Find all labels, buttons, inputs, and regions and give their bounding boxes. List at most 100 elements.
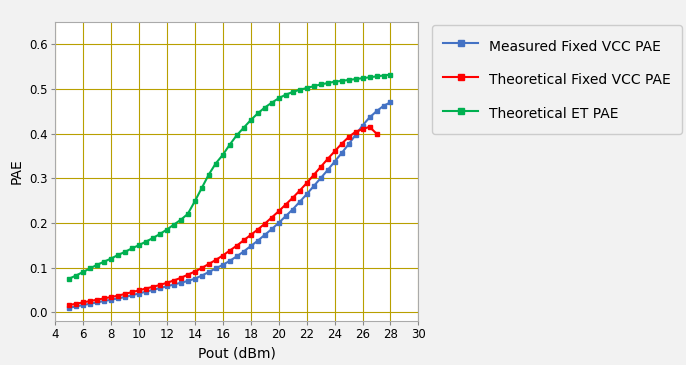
Measured Fixed VCC PAE xyxy=(163,284,171,289)
Theoretical ET PAE xyxy=(72,273,80,278)
Theoretical ET PAE xyxy=(93,263,101,267)
Theoretical ET PAE xyxy=(191,199,199,204)
Theoretical ET PAE xyxy=(261,105,269,110)
Theoretical Fixed VCC PAE xyxy=(156,283,164,287)
Theoretical ET PAE xyxy=(254,111,262,116)
Measured Fixed VCC PAE xyxy=(211,266,220,271)
Theoretical ET PAE xyxy=(239,126,248,130)
Theoretical ET PAE xyxy=(79,270,87,274)
Theoretical ET PAE xyxy=(344,78,353,82)
Theoretical ET PAE xyxy=(233,133,241,138)
Theoretical ET PAE xyxy=(198,186,206,190)
Theoretical Fixed VCC PAE xyxy=(268,215,276,220)
Measured Fixed VCC PAE xyxy=(289,207,297,212)
Theoretical Fixed VCC PAE xyxy=(351,130,359,134)
Theoretical Fixed VCC PAE xyxy=(169,278,178,283)
Theoretical Fixed VCC PAE xyxy=(366,125,374,129)
Theoretical ET PAE xyxy=(379,73,388,78)
Theoretical Fixed VCC PAE xyxy=(184,273,192,277)
Theoretical Fixed VCC PAE xyxy=(198,266,206,270)
Measured Fixed VCC PAE xyxy=(114,296,122,301)
Theoretical Fixed VCC PAE xyxy=(121,292,129,296)
Theoretical Fixed VCC PAE xyxy=(323,157,331,161)
Theoretical ET PAE xyxy=(169,223,178,227)
Theoretical Fixed VCC PAE xyxy=(289,196,297,200)
Theoretical ET PAE xyxy=(351,77,359,81)
Theoretical ET PAE xyxy=(303,86,311,90)
Theoretical ET PAE xyxy=(156,232,164,236)
Theoretical Fixed VCC PAE xyxy=(191,269,199,274)
Measured Fixed VCC PAE xyxy=(184,279,192,283)
Theoretical ET PAE xyxy=(149,236,157,240)
Theoretical ET PAE xyxy=(366,75,374,80)
Measured Fixed VCC PAE xyxy=(121,295,129,299)
Theoretical ET PAE xyxy=(386,72,394,77)
Theoretical Fixed VCC PAE xyxy=(358,127,366,131)
Measured Fixed VCC PAE xyxy=(204,270,213,274)
Theoretical Fixed VCC PAE xyxy=(338,142,346,146)
Measured Fixed VCC PAE xyxy=(219,263,227,267)
Measured Fixed VCC PAE xyxy=(239,249,248,254)
Theoretical ET PAE xyxy=(176,218,185,222)
Theoretical Fixed VCC PAE xyxy=(296,189,304,193)
Theoretical Fixed VCC PAE xyxy=(281,203,289,207)
Measured Fixed VCC PAE xyxy=(86,301,94,306)
Theoretical Fixed VCC PAE xyxy=(372,131,381,136)
Theoretical ET PAE xyxy=(331,80,339,84)
Measured Fixed VCC PAE xyxy=(128,293,136,297)
Measured Fixed VCC PAE xyxy=(323,168,331,172)
Theoretical ET PAE xyxy=(121,250,129,254)
Measured Fixed VCC PAE xyxy=(296,200,304,204)
Measured Fixed VCC PAE xyxy=(99,299,108,303)
Measured Fixed VCC PAE xyxy=(149,288,157,292)
Theoretical Fixed VCC PAE xyxy=(99,296,108,301)
Measured Fixed VCC PAE xyxy=(134,291,143,296)
Measured Fixed VCC PAE xyxy=(191,277,199,281)
Measured Fixed VCC PAE xyxy=(344,142,353,146)
Measured Fixed VCC PAE xyxy=(198,273,206,278)
Measured Fixed VCC PAE xyxy=(156,286,164,290)
Theoretical ET PAE xyxy=(99,260,108,264)
Measured Fixed VCC PAE xyxy=(351,133,359,137)
Theoretical Fixed VCC PAE xyxy=(134,288,143,293)
Measured Fixed VCC PAE xyxy=(281,214,289,218)
Theoretical ET PAE xyxy=(64,277,73,281)
Theoretical Fixed VCC PAE xyxy=(149,285,157,289)
Theoretical ET PAE xyxy=(163,227,171,232)
Measured Fixed VCC PAE xyxy=(268,227,276,231)
Theoretical Fixed VCC PAE xyxy=(93,297,101,302)
Theoretical ET PAE xyxy=(226,143,234,147)
Measured Fixed VCC PAE xyxy=(93,300,101,305)
Theoretical ET PAE xyxy=(204,173,213,177)
Theoretical Fixed VCC PAE xyxy=(114,293,122,298)
Theoretical Fixed VCC PAE xyxy=(211,258,220,262)
Measured Fixed VCC PAE xyxy=(64,306,73,310)
Measured Fixed VCC PAE xyxy=(379,104,388,108)
Measured Fixed VCC PAE xyxy=(246,244,255,248)
Theoretical Fixed VCC PAE xyxy=(64,303,73,307)
Measured Fixed VCC PAE xyxy=(386,100,394,104)
Theoretical ET PAE xyxy=(309,84,318,88)
Measured Fixed VCC PAE xyxy=(176,281,185,285)
Theoretical ET PAE xyxy=(281,92,289,97)
Measured Fixed VCC PAE xyxy=(169,283,178,287)
Measured Fixed VCC PAE xyxy=(141,289,150,294)
Theoretical Fixed VCC PAE xyxy=(219,253,227,258)
Line: Measured Fixed VCC PAE: Measured Fixed VCC PAE xyxy=(67,101,392,310)
Theoretical Fixed VCC PAE xyxy=(176,276,185,280)
Theoretical Fixed VCC PAE xyxy=(246,233,255,237)
Theoretical Fixed VCC PAE xyxy=(128,290,136,294)
Measured Fixed VCC PAE xyxy=(72,304,80,309)
Theoretical Fixed VCC PAE xyxy=(86,299,94,303)
Theoretical ET PAE xyxy=(316,82,324,87)
Theoretical ET PAE xyxy=(289,90,297,94)
Theoretical Fixed VCC PAE xyxy=(344,135,353,139)
Line: Theoretical ET PAE: Theoretical ET PAE xyxy=(67,73,392,280)
Theoretical ET PAE xyxy=(211,161,220,166)
Measured Fixed VCC PAE xyxy=(366,115,374,120)
Line: Theoretical Fixed VCC PAE: Theoretical Fixed VCC PAE xyxy=(67,125,378,307)
Theoretical Fixed VCC PAE xyxy=(303,181,311,185)
Measured Fixed VCC PAE xyxy=(309,184,318,188)
Theoretical ET PAE xyxy=(358,76,366,80)
Measured Fixed VCC PAE xyxy=(79,303,87,307)
